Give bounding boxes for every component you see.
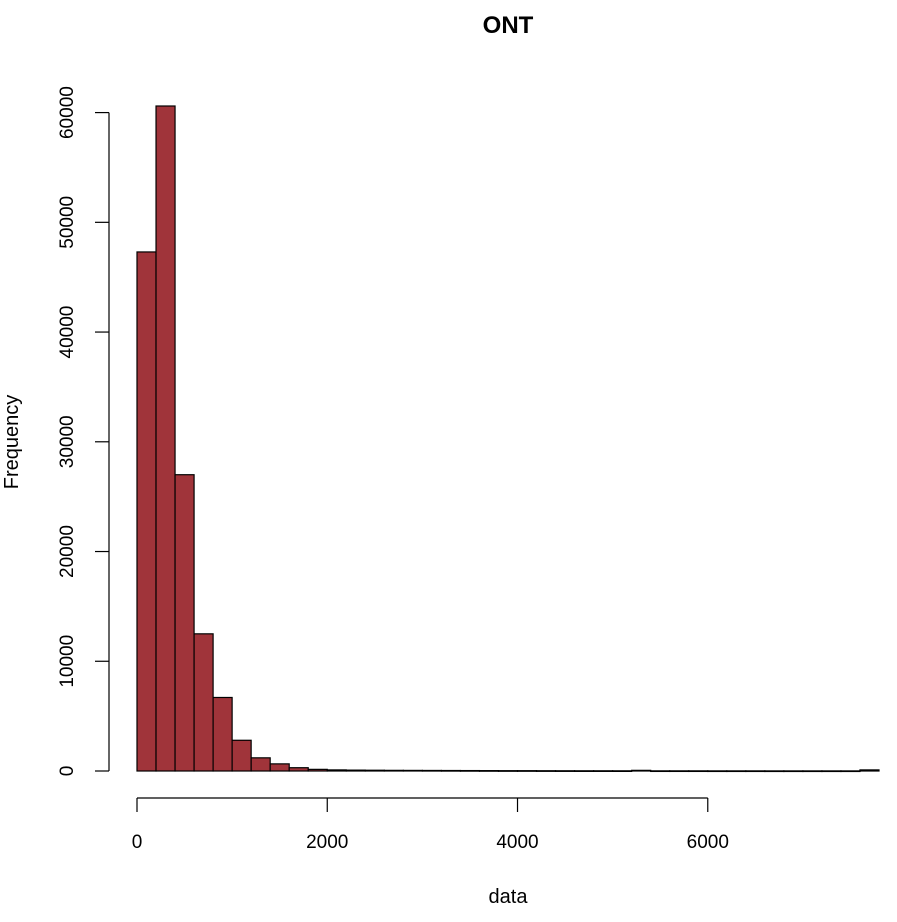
histogram-bar xyxy=(288,767,309,772)
x-tick-label: 0 xyxy=(132,832,143,853)
histogram-bar xyxy=(440,769,462,772)
histogram-bar xyxy=(859,769,880,772)
histogram-bar xyxy=(840,770,861,773)
histogram-bar xyxy=(174,474,195,772)
y-tick-label: 50000 xyxy=(57,196,78,249)
histogram-bar xyxy=(726,770,747,773)
histogram-bars xyxy=(136,105,880,773)
histogram-bar xyxy=(631,769,652,772)
x-tick-label: 2000 xyxy=(306,832,348,853)
histogram-bar xyxy=(745,770,766,773)
histogram-bar xyxy=(212,696,233,772)
histogram-bar xyxy=(612,770,633,773)
x-axis: 0 2000 4000 6000 xyxy=(132,797,729,853)
histogram-bar xyxy=(364,769,385,772)
histogram-bar xyxy=(669,770,690,773)
histogram-bar xyxy=(497,770,519,772)
histogram-bar xyxy=(136,251,157,772)
histogram-bar xyxy=(764,770,785,773)
histogram-bar xyxy=(193,633,214,772)
x-tick-label: 6000 xyxy=(687,832,729,853)
histogram-bar xyxy=(573,770,595,772)
y-tick-label: 20000 xyxy=(57,525,78,578)
histogram-bar xyxy=(231,739,252,772)
histogram-bar xyxy=(783,770,804,773)
y-tick-label: 60000 xyxy=(57,86,78,139)
histogram-bar xyxy=(421,769,443,772)
y-axis-label: Frequency xyxy=(1,395,23,490)
chart-title: ONT xyxy=(483,12,534,39)
histogram-bar xyxy=(383,769,404,772)
histogram-bar xyxy=(688,770,709,773)
histogram-bar xyxy=(650,770,671,773)
histogram-bar xyxy=(155,105,176,772)
y-tick-label: 30000 xyxy=(57,415,78,468)
y-tick-label: 10000 xyxy=(57,635,78,688)
histogram-bar xyxy=(535,770,557,772)
histogram-bar xyxy=(326,769,347,772)
histogram-bar xyxy=(459,769,481,772)
histogram-bar xyxy=(554,770,576,772)
histogram-bar xyxy=(516,770,538,772)
histogram-bar xyxy=(593,770,614,772)
histogram-bar xyxy=(802,770,823,773)
histogram-bar xyxy=(345,769,366,772)
histogram-bar xyxy=(402,769,423,772)
histogram-bar xyxy=(478,770,500,772)
y-tick-label: 0 xyxy=(57,766,78,777)
y-tick-label: 40000 xyxy=(57,306,78,359)
histogram-bar xyxy=(250,757,271,772)
x-tick-label: 4000 xyxy=(496,832,538,853)
y-axis: 0 10000 20000 30000 40000 50000 60000 xyxy=(57,86,110,777)
histogram-bar xyxy=(707,770,728,773)
histogram-bar xyxy=(821,770,842,773)
x-axis-label: data xyxy=(489,886,529,908)
histogram-bar xyxy=(307,768,328,772)
histogram-bar xyxy=(269,763,290,772)
